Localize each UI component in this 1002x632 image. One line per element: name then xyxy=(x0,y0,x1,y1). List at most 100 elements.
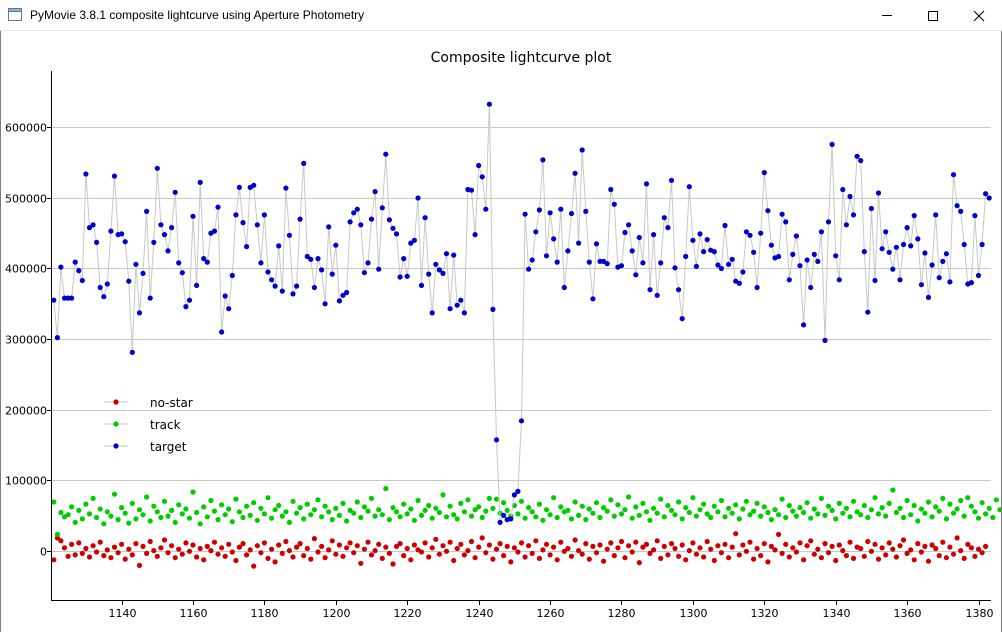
data-point-no-star xyxy=(847,539,853,545)
data-point-track xyxy=(522,515,528,521)
data-series xyxy=(51,101,1002,569)
data-point-target xyxy=(340,292,346,298)
data-point-track xyxy=(872,495,878,501)
data-point-track xyxy=(708,514,714,521)
minimize-button[interactable] xyxy=(864,0,910,31)
data-point-no-star xyxy=(351,550,357,556)
data-point-target xyxy=(533,229,539,235)
data-point-no-star xyxy=(497,541,503,547)
data-point-track xyxy=(915,518,921,524)
data-point-track xyxy=(993,497,1000,503)
data-point-no-star xyxy=(169,543,175,549)
data-point-no-star xyxy=(658,555,664,562)
data-point-target xyxy=(133,261,139,267)
data-point-target xyxy=(518,418,525,424)
data-point-target xyxy=(408,240,414,246)
y-tick-label: 600000 xyxy=(5,122,47,135)
data-point-no-star xyxy=(761,541,767,547)
data-point-track xyxy=(518,498,525,504)
lightcurve-plot[interactable]: Composite lightcurve plot 0 100000 200000 3… xyxy=(0,31,1002,632)
data-point-target xyxy=(626,222,632,228)
close-button[interactable] xyxy=(956,0,1002,31)
data-point-target xyxy=(583,208,589,214)
data-point-track xyxy=(554,514,560,521)
data-point-target xyxy=(301,160,307,166)
data-point-track xyxy=(822,512,828,518)
data-point-no-star xyxy=(729,544,735,550)
data-point-track xyxy=(101,521,107,527)
data-point-no-star xyxy=(679,542,685,548)
data-point-track xyxy=(504,507,510,513)
data-point-target xyxy=(404,273,410,279)
data-point-track xyxy=(129,500,135,506)
data-point-no-star xyxy=(554,557,560,563)
data-point-track xyxy=(111,491,118,497)
data-point-track xyxy=(418,512,425,518)
data-point-track xyxy=(772,507,778,513)
data-point-target xyxy=(568,210,575,217)
data-point-track xyxy=(90,495,96,501)
data-point-target xyxy=(329,271,335,277)
data-point-target xyxy=(954,203,960,209)
data-point-track xyxy=(479,514,485,521)
data-point-no-star xyxy=(758,553,764,559)
data-point-target xyxy=(358,222,364,228)
data-point-no-star xyxy=(372,548,378,554)
data-point-no-star xyxy=(215,551,221,557)
data-point-no-star xyxy=(165,550,171,556)
data-point-target xyxy=(897,277,903,283)
data-point-target xyxy=(758,230,764,236)
legend-label-no-star: no-star xyxy=(150,396,193,410)
data-point-track xyxy=(950,510,957,516)
data-point-track xyxy=(690,495,696,501)
data-point-target xyxy=(433,261,439,267)
data-point-target xyxy=(501,512,507,518)
legend: no-star track target xyxy=(104,396,193,454)
data-point-target xyxy=(411,237,417,243)
data-point-target xyxy=(597,258,603,264)
data-point-target xyxy=(429,310,435,316)
data-point-no-star xyxy=(226,541,232,547)
data-point-no-star xyxy=(551,544,557,550)
data-point-no-star xyxy=(358,560,364,566)
data-point-target xyxy=(54,335,61,341)
data-point-track xyxy=(133,516,139,522)
data-point-no-star xyxy=(893,554,900,560)
data-point-no-star xyxy=(740,542,746,548)
data-point-track xyxy=(529,509,535,515)
data-point-target xyxy=(229,272,235,279)
x-tick-label: 1220 xyxy=(394,607,422,620)
data-point-target xyxy=(683,253,689,260)
data-point-track xyxy=(315,497,321,503)
data-point-target xyxy=(886,249,892,255)
x-tick-label: 1180 xyxy=(251,607,279,620)
data-point-target xyxy=(176,260,182,266)
data-point-track xyxy=(972,509,978,515)
data-point-target xyxy=(879,246,885,252)
data-point-target xyxy=(968,280,975,286)
data-point-target xyxy=(593,241,600,247)
data-point-no-star xyxy=(526,543,532,549)
series-no-star xyxy=(51,531,989,569)
data-point-no-star xyxy=(940,539,946,545)
x-axis-ticks: 1140 1160 1180 1200 1220 1240 1260 1280 1300 1320… xyxy=(109,600,994,620)
data-point-target xyxy=(643,181,650,187)
data-point-track xyxy=(911,502,917,509)
data-point-track xyxy=(968,503,975,509)
data-point-no-star xyxy=(611,553,617,559)
data-point-track xyxy=(211,508,218,514)
maximize-button[interactable] xyxy=(910,0,956,31)
data-point-target xyxy=(344,289,350,296)
data-point-track xyxy=(647,517,653,523)
data-point-no-star xyxy=(583,541,589,547)
data-point-no-star xyxy=(547,552,553,558)
data-point-track xyxy=(715,509,721,515)
series-track xyxy=(51,486,1002,537)
window-titlebar[interactable]: PyMovie 3.8.1 composite lightcurve using… xyxy=(0,0,1002,31)
data-point-no-star xyxy=(983,543,989,550)
data-point-no-star xyxy=(461,552,467,558)
data-point-target xyxy=(804,257,810,263)
data-point-track xyxy=(533,514,539,520)
data-point-target xyxy=(336,298,342,304)
data-point-no-star xyxy=(751,556,757,562)
